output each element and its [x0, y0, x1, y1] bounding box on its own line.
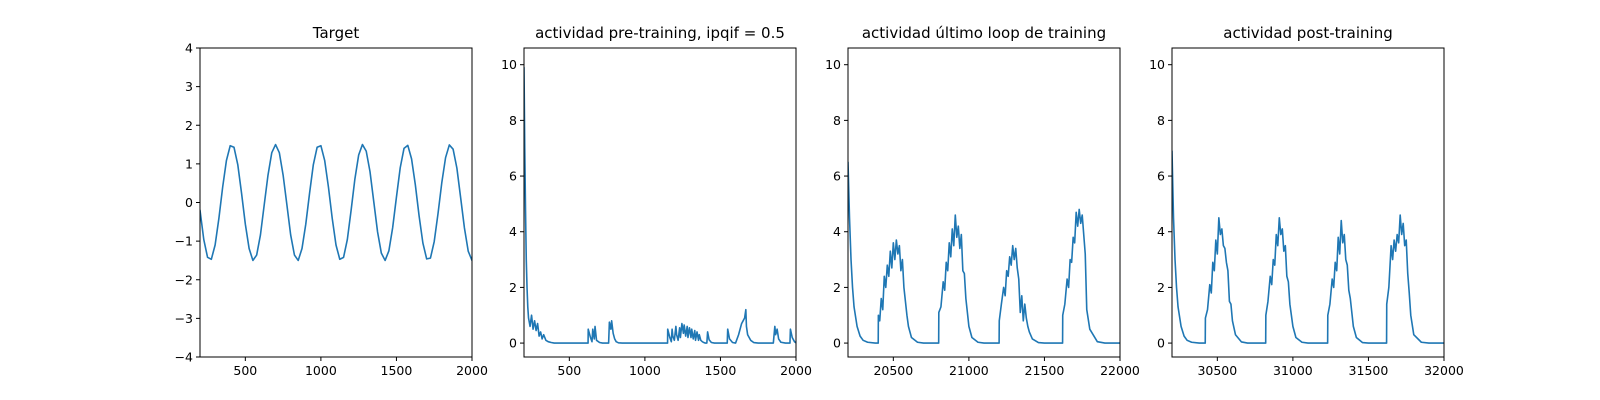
x-tick-label: 22000: [1100, 363, 1140, 378]
y-tick-label: 2: [509, 280, 517, 295]
series-line: [1172, 150, 1444, 344]
y-tick-label: 2: [1157, 280, 1165, 295]
x-tick-label: 1500: [381, 363, 413, 378]
chart-title: actividad pre-training, ipqif = 0.5: [535, 24, 785, 42]
y-tick-label: 4: [509, 224, 517, 239]
chart-panel-4: 30500 31000 31500 32000 0 2 4 6 8 10 actividad pos…: [1149, 24, 1464, 378]
axes-frame: [847, 47, 1121, 358]
y-tick-label: 2: [833, 280, 841, 295]
y-tick-label: 4: [185, 41, 193, 56]
y-tick-label: −2: [175, 272, 193, 287]
x-tick-label: 2000: [780, 363, 812, 378]
chart-title: actividad post-training: [1223, 24, 1392, 42]
y-tick-label: 1: [185, 156, 193, 171]
y-tick-label: 10: [501, 57, 517, 72]
y-tick-label: 10: [1149, 57, 1165, 72]
axes-frame: [1171, 47, 1445, 358]
x-tick-label: 500: [233, 363, 257, 378]
y-tick-label: 0: [833, 336, 841, 351]
y-tick-label: 6: [1157, 169, 1165, 184]
y-tick-label: 8: [833, 113, 841, 128]
y-tick-label: 6: [833, 169, 841, 184]
series-line: [200, 143, 472, 262]
y-tick-label: 8: [1157, 113, 1165, 128]
y-tick-label: 6: [509, 169, 517, 184]
y-tick-label: −1: [175, 234, 193, 249]
x-tick-label: 21000: [949, 363, 989, 378]
x-tick-label: 32000: [1424, 363, 1464, 378]
x-tick-label: 2000: [456, 363, 488, 378]
y-tick-label: 3: [185, 79, 193, 94]
chart-panel-2: 500 1000 1500 2000 0 2 4 6 8 10 actividad pre-trai…: [501, 24, 812, 378]
x-tick-label: 21500: [1025, 363, 1065, 378]
y-tick-label: 2: [185, 118, 193, 133]
x-tick-label: 20500: [873, 363, 913, 378]
chart-panel-3: 20500 21000 21500 22000 0 2 4 6 8 10 actividad últ…: [825, 24, 1140, 378]
y-tick-label: 0: [185, 195, 193, 210]
y-tick-label: 4: [1157, 224, 1165, 239]
x-tick-label: 1500: [705, 363, 737, 378]
y-tick-label: 0: [509, 336, 517, 351]
y-tick-label: −3: [175, 311, 193, 326]
chart-panel-1: 500 1000 1500 2000 −4 −3 −2 −1 0 1 2 3 4 Target: [175, 24, 488, 378]
series-line: [848, 161, 1120, 344]
axes-frame: [523, 47, 797, 358]
x-tick-label: 30500: [1197, 363, 1237, 378]
chart-title: actividad último loop de training: [862, 24, 1106, 42]
x-tick-label: 31000: [1273, 363, 1313, 378]
series-line: [524, 66, 796, 344]
x-tick-label: 1000: [305, 363, 337, 378]
x-tick-label: 1000: [629, 363, 661, 378]
y-tick-label: 10: [825, 57, 841, 72]
y-tick-label: −4: [175, 350, 193, 365]
chart-title: Target: [312, 24, 360, 42]
x-tick-label: 31500: [1349, 363, 1389, 378]
y-tick-label: 4: [833, 224, 841, 239]
y-tick-label: 8: [509, 113, 517, 128]
x-tick-label: 500: [557, 363, 581, 378]
axes-frame: [199, 47, 473, 358]
y-tick-label: 0: [1157, 336, 1165, 351]
